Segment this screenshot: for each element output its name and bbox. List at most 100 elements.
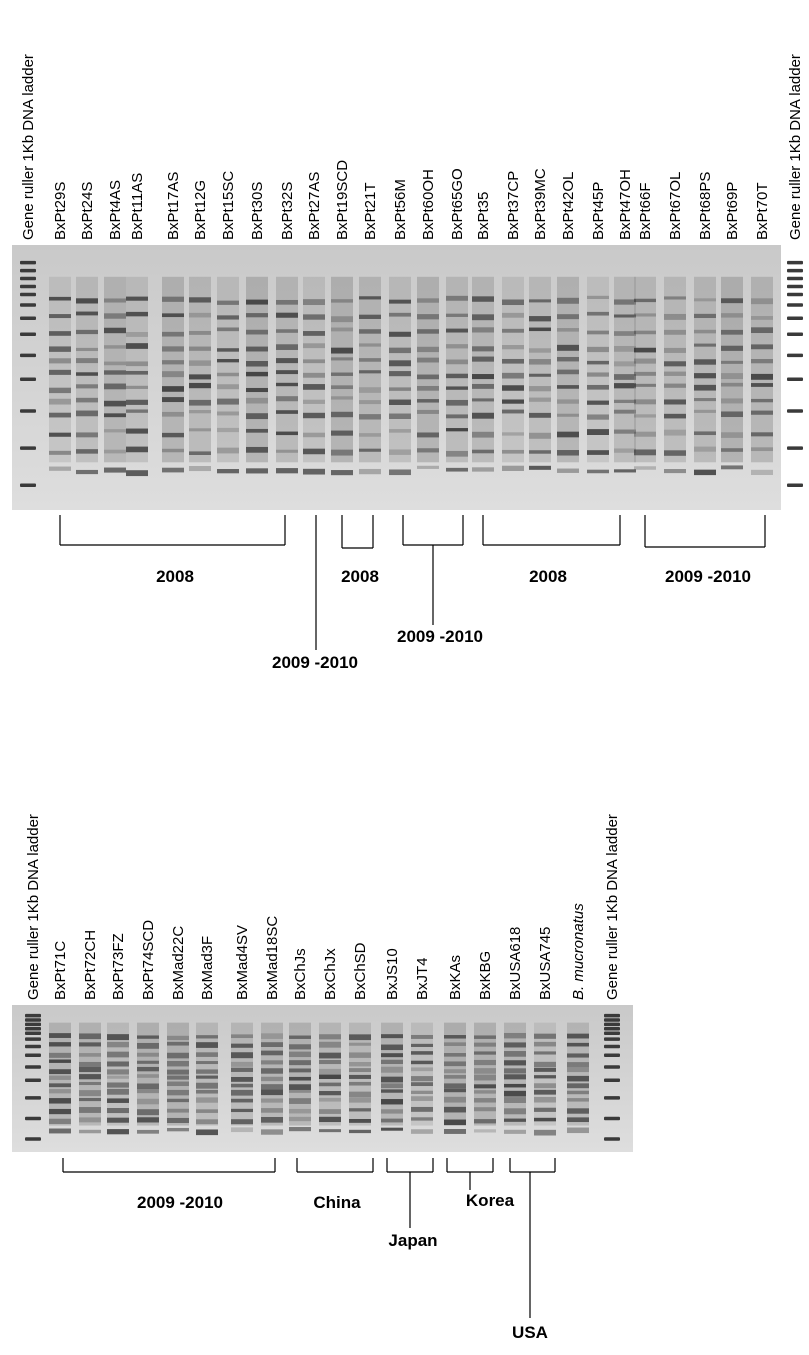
lane-label: BxPt35 <box>475 192 492 240</box>
sample-lane <box>634 276 656 470</box>
band <box>137 1042 159 1049</box>
band <box>389 429 411 433</box>
band <box>389 299 411 304</box>
lane-smear <box>614 276 636 463</box>
band <box>411 1034 433 1039</box>
band <box>474 1051 496 1055</box>
band <box>196 1119 218 1125</box>
band <box>502 409 524 414</box>
band <box>289 1089 311 1093</box>
band <box>474 1074 496 1081</box>
band <box>303 399 325 404</box>
band <box>137 1109 159 1116</box>
band <box>167 1127 189 1132</box>
lane-label: BxPt17AS <box>165 172 182 240</box>
band <box>557 399 579 404</box>
band <box>79 1053 101 1057</box>
band <box>49 358 71 364</box>
band <box>167 1075 189 1080</box>
lane-smear <box>417 276 439 463</box>
lane-smear <box>289 1022 311 1126</box>
band <box>634 358 656 364</box>
ladder-band <box>604 1065 620 1069</box>
lane-label: BxPt39MC <box>532 168 549 240</box>
band <box>196 1042 218 1048</box>
sample-lane <box>231 1022 253 1133</box>
lane-label: BxJS10 <box>384 948 401 1000</box>
sample-lane <box>411 1022 433 1134</box>
band <box>634 466 656 470</box>
band <box>389 399 411 405</box>
band <box>196 1035 218 1039</box>
sample-lane <box>557 276 579 473</box>
band <box>107 1117 129 1123</box>
band <box>529 327 551 332</box>
band <box>664 371 686 376</box>
group-label: China <box>313 1193 361 1212</box>
ladder-band <box>25 1078 41 1082</box>
band <box>246 387 268 393</box>
sample-lane <box>446 276 468 472</box>
band <box>49 314 71 319</box>
band <box>276 329 298 333</box>
band <box>504 1074 526 1080</box>
band <box>319 1109 341 1114</box>
band <box>104 449 126 454</box>
group-label: Korea <box>466 1191 515 1210</box>
band <box>349 1062 371 1067</box>
band <box>189 346 211 351</box>
group-label: 2008 <box>529 567 567 586</box>
band <box>217 384 239 390</box>
lane-smear <box>444 1022 466 1126</box>
sample-lane <box>49 276 71 471</box>
band <box>126 428 148 434</box>
band <box>474 1119 496 1124</box>
sample-lane <box>587 276 609 474</box>
ladder-band <box>20 332 36 336</box>
band <box>557 413 579 417</box>
band <box>276 396 298 402</box>
band <box>502 372 524 379</box>
band <box>189 451 211 455</box>
band <box>137 1117 159 1123</box>
band <box>567 1108 589 1114</box>
band <box>529 299 551 303</box>
band <box>504 1060 526 1066</box>
band <box>104 413 126 418</box>
band <box>231 1108 253 1113</box>
sample-lane <box>303 276 325 475</box>
band <box>79 1081 101 1086</box>
band <box>446 399 468 406</box>
band <box>107 1061 129 1067</box>
band <box>49 450 71 455</box>
band <box>331 299 353 303</box>
band <box>557 431 579 438</box>
band <box>529 316 551 322</box>
band <box>126 470 148 477</box>
ladder-band <box>25 1013 41 1018</box>
ladder-lane <box>787 260 803 487</box>
sample-lane <box>504 1022 526 1134</box>
band <box>167 1108 189 1113</box>
band <box>162 296 184 302</box>
band <box>411 1076 433 1082</box>
band <box>567 1098 589 1102</box>
band <box>721 298 743 304</box>
band <box>502 399 524 404</box>
band <box>381 1089 403 1093</box>
ladder-band <box>787 316 803 321</box>
band <box>472 314 494 321</box>
band <box>502 465 524 471</box>
band <box>189 382 211 389</box>
band <box>614 448 636 453</box>
band <box>231 1052 253 1059</box>
band <box>529 432 551 439</box>
band <box>472 449 494 454</box>
band <box>664 469 686 474</box>
sample-lane <box>162 276 184 473</box>
ladder-lane <box>25 1013 41 1141</box>
band <box>444 1088 466 1093</box>
band <box>751 373 773 380</box>
band <box>474 1098 496 1103</box>
